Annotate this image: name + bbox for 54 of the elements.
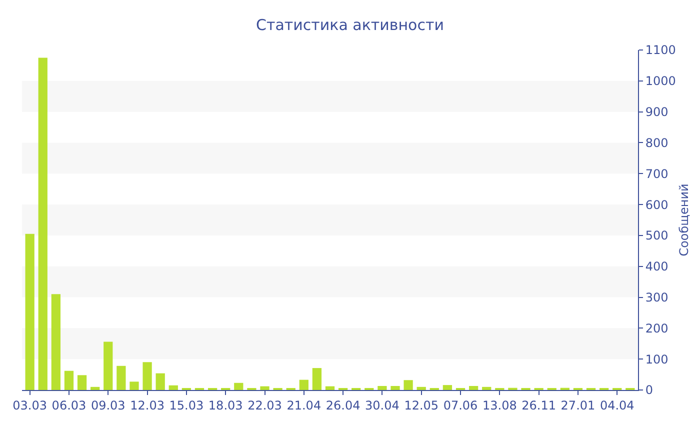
x-tick-label: 18.03 bbox=[208, 398, 243, 412]
y-tick-label: 700 bbox=[645, 166, 668, 181]
x-tick-label: 22.03 bbox=[248, 398, 282, 412]
x-tick-label: 12.03 bbox=[130, 398, 164, 412]
x-tick-label: 13.08 bbox=[482, 398, 517, 412]
x-tick-label: 21.04 bbox=[286, 398, 322, 412]
y-tick-label: 400 bbox=[645, 260, 668, 274]
y-tick-label: 500 bbox=[645, 228, 668, 243]
bar bbox=[51, 294, 60, 390]
bar bbox=[234, 382, 244, 390]
bar bbox=[38, 58, 48, 390]
bar bbox=[142, 362, 152, 390]
bar bbox=[442, 385, 452, 390]
y-tick-label: 1000 bbox=[645, 74, 676, 88]
bar bbox=[260, 386, 270, 390]
bar bbox=[468, 386, 478, 390]
bar bbox=[168, 385, 178, 390]
bar bbox=[77, 375, 87, 390]
bar bbox=[482, 386, 492, 390]
bar bbox=[104, 342, 113, 390]
bar bbox=[312, 368, 322, 390]
y-tick-label: 600 bbox=[645, 198, 668, 212]
x-tick-label: 12.05 bbox=[404, 398, 439, 412]
bar bbox=[325, 386, 335, 390]
y-tick-label: 200 bbox=[645, 321, 668, 336]
bar bbox=[156, 373, 165, 390]
x-tick-label: 26.11 bbox=[522, 398, 556, 412]
bar bbox=[390, 386, 400, 390]
bar bbox=[378, 386, 387, 390]
bar bbox=[416, 386, 426, 390]
x-tick-label: 06.03 bbox=[52, 398, 86, 412]
y-tick-label: 1100 bbox=[645, 43, 676, 58]
x-tick-label: 15.03 bbox=[169, 398, 204, 412]
y-tick-label: 300 bbox=[645, 290, 668, 304]
x-tick-label: 26.04 bbox=[326, 398, 360, 412]
y-axis-title: Сообщений bbox=[676, 184, 691, 256]
x-tick-label: 09.03 bbox=[90, 398, 126, 412]
y-tick-label: 900 bbox=[645, 105, 668, 120]
x-tick-label: 03.03 bbox=[12, 398, 48, 412]
y-tick-label: 100 bbox=[645, 352, 668, 366]
bar bbox=[299, 380, 308, 390]
bar bbox=[64, 370, 74, 390]
chart-title: Статистика активности bbox=[256, 16, 444, 34]
bar bbox=[116, 366, 126, 390]
x-tick-label: 27.01 bbox=[560, 398, 596, 412]
x-tick-label: 04.04 bbox=[600, 398, 634, 412]
x-tick-label: 30.04 bbox=[365, 398, 400, 412]
y-tick-label: 800 bbox=[645, 136, 668, 150]
bar bbox=[25, 234, 34, 390]
bar bbox=[130, 382, 139, 390]
bar bbox=[90, 386, 100, 390]
bar bbox=[404, 380, 413, 390]
x-tick-label: 07.06 bbox=[443, 398, 478, 412]
y-tick-label: 0 bbox=[645, 383, 654, 398]
